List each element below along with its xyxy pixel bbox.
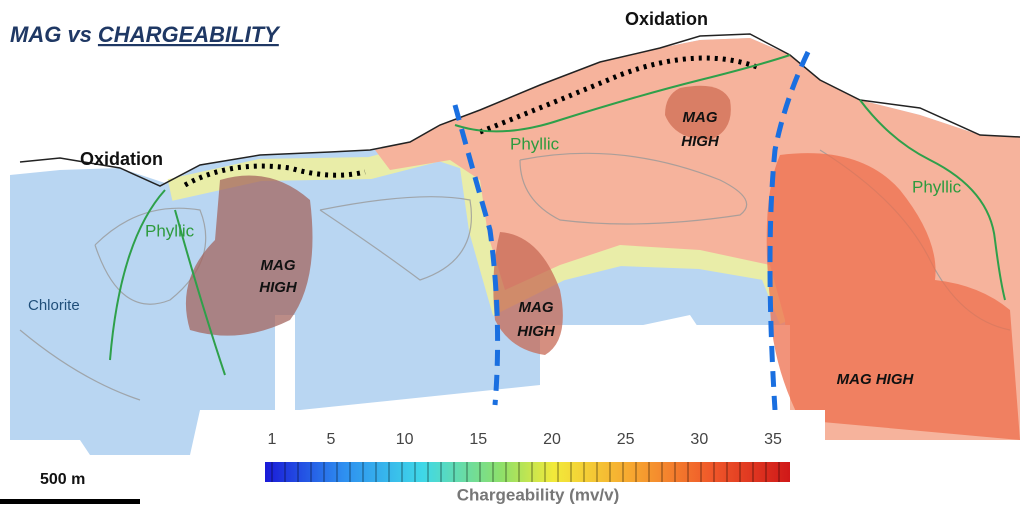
oxidation-label: Oxidation [80,149,163,169]
mag-body [185,175,313,336]
phyllic-label: Phyllic [145,221,195,240]
scale-bar-label: 500 m [40,471,85,488]
topography [19,33,1021,187]
no-data [275,315,295,410]
mag-body [665,85,731,140]
scale-bar [0,499,140,504]
mag-high-label: HIGH [681,133,720,150]
no-data [540,325,790,415]
title-emphasis: CHARGEABILITY [98,22,281,47]
mag-body [493,232,563,355]
title: MAG vs CHARGEABILITY [10,22,281,47]
legend-box [250,410,825,512]
mag-high-label: MAG HIGH [837,371,915,388]
title-lead: MAG vs [10,22,92,47]
colorbar-stripes [265,462,790,482]
mag-high-label: MAG [683,109,718,126]
colorbar-tick-label: 30 [690,431,708,448]
phyllic-boundary [109,54,1006,376]
colorbar-tick-label: 15 [469,431,487,448]
mag-high-label: HIGH [259,279,298,296]
colorbar-ticks: 1 5 10 15 20 25 30 35 [268,431,782,448]
chlorite-label: Chlorite [28,297,80,314]
oxidation-line [479,55,761,135]
phyllic-label: Phyllic [912,177,962,196]
mag-body [766,153,1020,440]
mag-high-label: MAG [519,299,554,316]
colorbar-tick-label: 25 [617,431,635,448]
colorbar-tick-label: 1 [268,431,277,448]
transition-band [167,138,801,325]
colorbar-label: Chargeability (mv/v) [457,485,620,504]
colorbar-tick-label: 10 [396,431,414,448]
oxidation-label: Oxidation [625,9,708,29]
fault-line [452,104,501,406]
colorbar-tick-label: 20 [543,431,561,448]
colorbar-tick-label: 5 [326,431,335,448]
fault-line [767,50,811,411]
mag-high-label: HIGH [517,323,556,340]
phyllic-label: Phyllic [510,134,560,153]
colorbar-tick-label: 35 [764,431,782,448]
mag-high-label: MAG [261,257,296,274]
